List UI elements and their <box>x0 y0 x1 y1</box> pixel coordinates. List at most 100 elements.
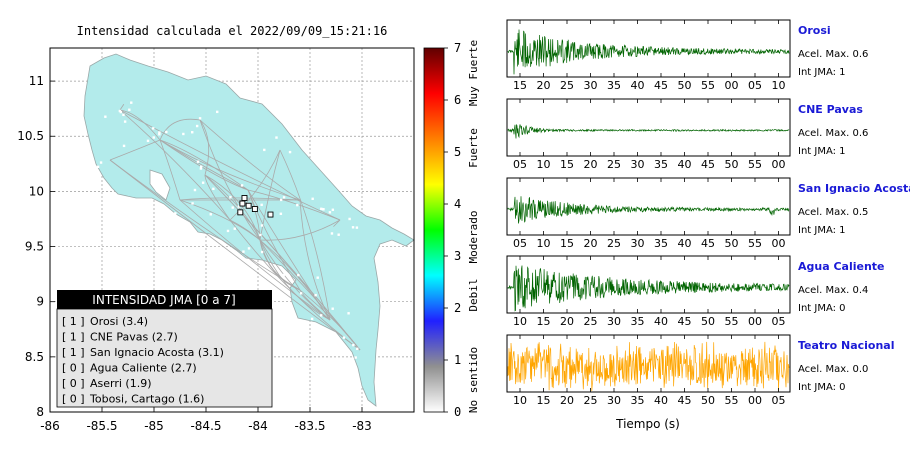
town-dot <box>193 188 197 192</box>
station-markers <box>237 195 274 218</box>
waveform-tick-label: 50 <box>701 394 715 407</box>
town-dot <box>242 250 245 253</box>
legend-entry-jma: [ 0 ] <box>62 377 85 390</box>
waveform-trace <box>507 196 790 224</box>
waveform-tick-label: 35 <box>607 79 621 92</box>
legend-body <box>56 308 273 408</box>
waveform-xlabel: Tiempo (s) <box>615 417 680 431</box>
station-marker <box>239 200 246 207</box>
waveform-tick-label: 10 <box>513 394 527 407</box>
waveform-tick-label: 45 <box>701 158 715 171</box>
map-xtick-label: -83 <box>352 419 372 433</box>
legend-entry-station: CNE Pavas (2.7) <box>90 331 178 344</box>
map-title: Intensidad calculada el 2022/09/09_15:21… <box>77 24 388 38</box>
road-line <box>247 189 331 321</box>
waveform-panel: 10 15 20 25 30 35 40 45 50 55 00 05 Teatro Nacional A… <box>506 334 895 407</box>
station-name: CNE Pavas <box>798 103 863 116</box>
road-line <box>159 118 201 141</box>
max-acceleration: Acel. Max. 0.6 <box>798 128 868 139</box>
town-dot <box>279 212 283 215</box>
waveform-tick-label: 20 <box>584 158 598 171</box>
road-line <box>159 139 249 191</box>
town-dot <box>355 226 359 229</box>
town-dot <box>237 205 241 208</box>
town-dot <box>118 109 122 113</box>
jma-intensity: Int JMA: 1 <box>798 225 846 236</box>
waveform-tick-label: 10 <box>513 315 527 328</box>
station-marker <box>241 195 248 201</box>
town-dot <box>247 247 251 250</box>
town-dot <box>328 211 332 214</box>
map-ytick-label: 10 <box>29 184 44 198</box>
road-line <box>109 139 161 161</box>
town-dot <box>195 124 199 128</box>
legend-entry-jma: [ 1 ] <box>62 346 85 359</box>
waveform-tick-label: 10 <box>772 79 786 92</box>
waveform-tick-label: 40 <box>654 394 668 407</box>
waveform-tick-label: 30 <box>607 315 621 328</box>
waveform-tick-label: 20 <box>560 315 574 328</box>
map-ytick-label: 9.5 <box>25 240 44 254</box>
town-dot <box>352 343 355 347</box>
town-dot <box>279 198 283 202</box>
map-xtick-label: -84 <box>248 419 268 433</box>
waveform-tick-label: 25 <box>584 394 598 407</box>
town-dot <box>152 136 155 139</box>
town-dot <box>314 293 317 297</box>
jma-intensity: Int JMA: 1 <box>798 146 846 157</box>
town-dot <box>288 150 292 154</box>
station-name: Orosi <box>798 24 831 37</box>
road-line <box>159 139 249 191</box>
waveform-tick-label: 55 <box>748 237 762 250</box>
map-ytick-label: 8 <box>36 405 44 419</box>
map-xtick-label: -84.5 <box>190 419 221 433</box>
waveform-tick-label: 00 <box>725 79 739 92</box>
legend-entry-jma: [ 1 ] <box>62 315 85 328</box>
legend-entry-station: San Ignacio Acosta (3.1) <box>90 346 224 359</box>
town-dot <box>231 206 234 209</box>
map-ytick-label: 8.5 <box>25 350 44 364</box>
map-ytick-label: 9 <box>36 295 44 309</box>
map-ytick-label: 10.5 <box>17 129 44 143</box>
waveform-tick-label: 00 <box>748 315 762 328</box>
legend-entry-station: Agua Caliente (2.7) <box>90 362 197 375</box>
town-dot <box>347 312 350 315</box>
colorbar-tick-label: 4 <box>454 197 461 211</box>
town-dot <box>320 207 323 211</box>
town-dot <box>354 356 357 359</box>
road-line <box>179 199 331 321</box>
max-acceleration: Acel. Max. 0.5 <box>798 207 868 218</box>
town-dot <box>314 324 317 327</box>
road-line <box>159 139 181 201</box>
legend-entry-station: Orosi (3.4) <box>90 315 148 328</box>
town-dot <box>331 307 334 310</box>
waveform-tick-label: 45 <box>701 237 715 250</box>
town-dot <box>310 317 314 321</box>
legend-entry-jma: [ 0 ] <box>62 393 85 406</box>
town-dot <box>89 151 92 154</box>
waveform-tick-label: 05 <box>772 394 786 407</box>
town-dot <box>196 160 200 163</box>
map-axes: -86 -85.5 -85 -84.5 -84 -83.5 -83 8 8.5 9 9.5 10 10.… <box>17 74 372 433</box>
colorbar-category-label: Muy Fuerte <box>467 40 480 106</box>
town-dot <box>296 203 299 207</box>
road-line <box>333 219 341 227</box>
town-dot <box>216 110 219 114</box>
legend-entry-jma: [ 1 ] <box>62 331 85 344</box>
town-dot <box>182 132 185 136</box>
town-dot <box>233 227 236 230</box>
waveform-tick-label: 40 <box>678 158 692 171</box>
road-line <box>179 199 261 241</box>
waveform-tick-label: 15 <box>513 79 527 92</box>
town-dot <box>96 165 100 169</box>
town-dot <box>198 117 202 120</box>
waveform-tick-label: 25 <box>584 315 598 328</box>
waveform-tick-label: 20 <box>537 79 551 92</box>
waveform-tick-label: 45 <box>654 79 668 92</box>
road-line <box>199 119 301 201</box>
colorbar-tick-label: 3 <box>454 249 461 263</box>
road-line <box>259 239 331 321</box>
town-dot <box>260 224 264 227</box>
town-dot <box>341 352 344 356</box>
town-dot <box>130 101 133 104</box>
